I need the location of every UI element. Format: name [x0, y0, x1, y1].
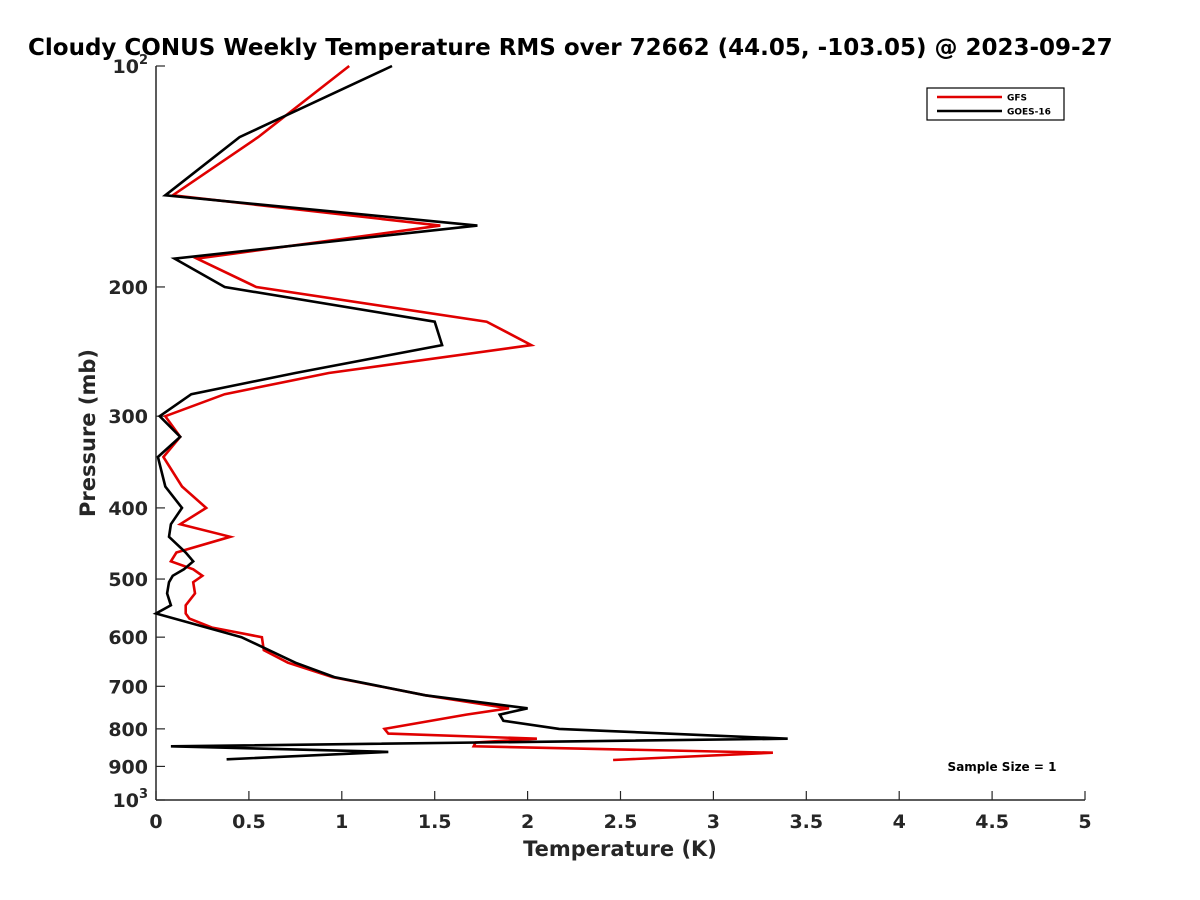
chart-title: Cloudy CONUS Weekly Temperature RMS over… — [28, 35, 1113, 61]
x-tick-label: 3.5 — [789, 811, 823, 833]
x-tick-label: 3 — [707, 811, 720, 833]
x-tick-label: 0 — [149, 811, 162, 833]
x-axis-label: Temperature (K) — [523, 837, 717, 861]
legend-label-goes-16: GOES-16 — [1007, 108, 1051, 118]
x-tick-label: 2 — [521, 811, 534, 833]
series-line-goes-16 — [152, 64, 788, 761]
y-tick-label: 600 — [108, 627, 148, 649]
plot-area: 0 0.5 1 1.5 2 2.5 3 3.5 4 4.5 5 102 200 300 400 500 600 7… — [108, 53, 1091, 833]
x-tick-label: 0.5 — [232, 811, 266, 833]
y-tick-label: 400 — [108, 498, 148, 520]
x-tick-label: 4 — [893, 811, 906, 833]
y-tick-label: 700 — [108, 676, 148, 698]
y-tick-label: 500 — [108, 569, 148, 591]
y-tick-label: 103 — [113, 787, 149, 812]
x-tick-label: 2.5 — [604, 811, 638, 833]
sample-size-annotation: Sample Size = 1 — [948, 760, 1057, 774]
series-line-gfs — [161, 64, 773, 762]
x-tick-label: 1 — [335, 811, 348, 833]
legend-label-gfs: GFS — [1007, 94, 1027, 104]
y-tick-label: 300 — [108, 406, 148, 428]
y-tick-label: 900 — [108, 756, 148, 778]
y-tick-label: 102 — [113, 53, 149, 78]
y-tick-label: 800 — [108, 719, 148, 741]
y-tick-label: 200 — [108, 277, 148, 299]
x-tick-label: 4.5 — [975, 811, 1009, 833]
legend-box — [926, 87, 1065, 121]
y-axis-label: Pressure (mb) — [76, 349, 100, 517]
x-tick-label: 5 — [1078, 811, 1091, 833]
legend: GFS GOES-16 — [926, 87, 1065, 121]
x-tick-label: 1.5 — [418, 811, 452, 833]
